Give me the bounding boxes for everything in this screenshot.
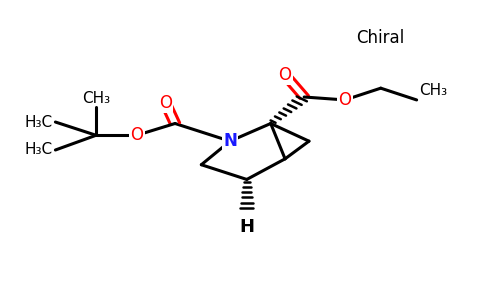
Text: CH₃: CH₃ (419, 83, 447, 98)
Text: O: O (338, 91, 351, 109)
Text: O: O (159, 94, 172, 112)
Text: H₃C: H₃C (25, 115, 53, 130)
Text: H₃C: H₃C (25, 142, 53, 158)
Text: H: H (239, 218, 254, 236)
Text: N: N (223, 132, 237, 150)
Text: CH₃: CH₃ (82, 91, 110, 106)
Text: O: O (130, 126, 143, 144)
Text: O: O (279, 66, 291, 84)
Text: Chiral: Chiral (357, 29, 405, 47)
